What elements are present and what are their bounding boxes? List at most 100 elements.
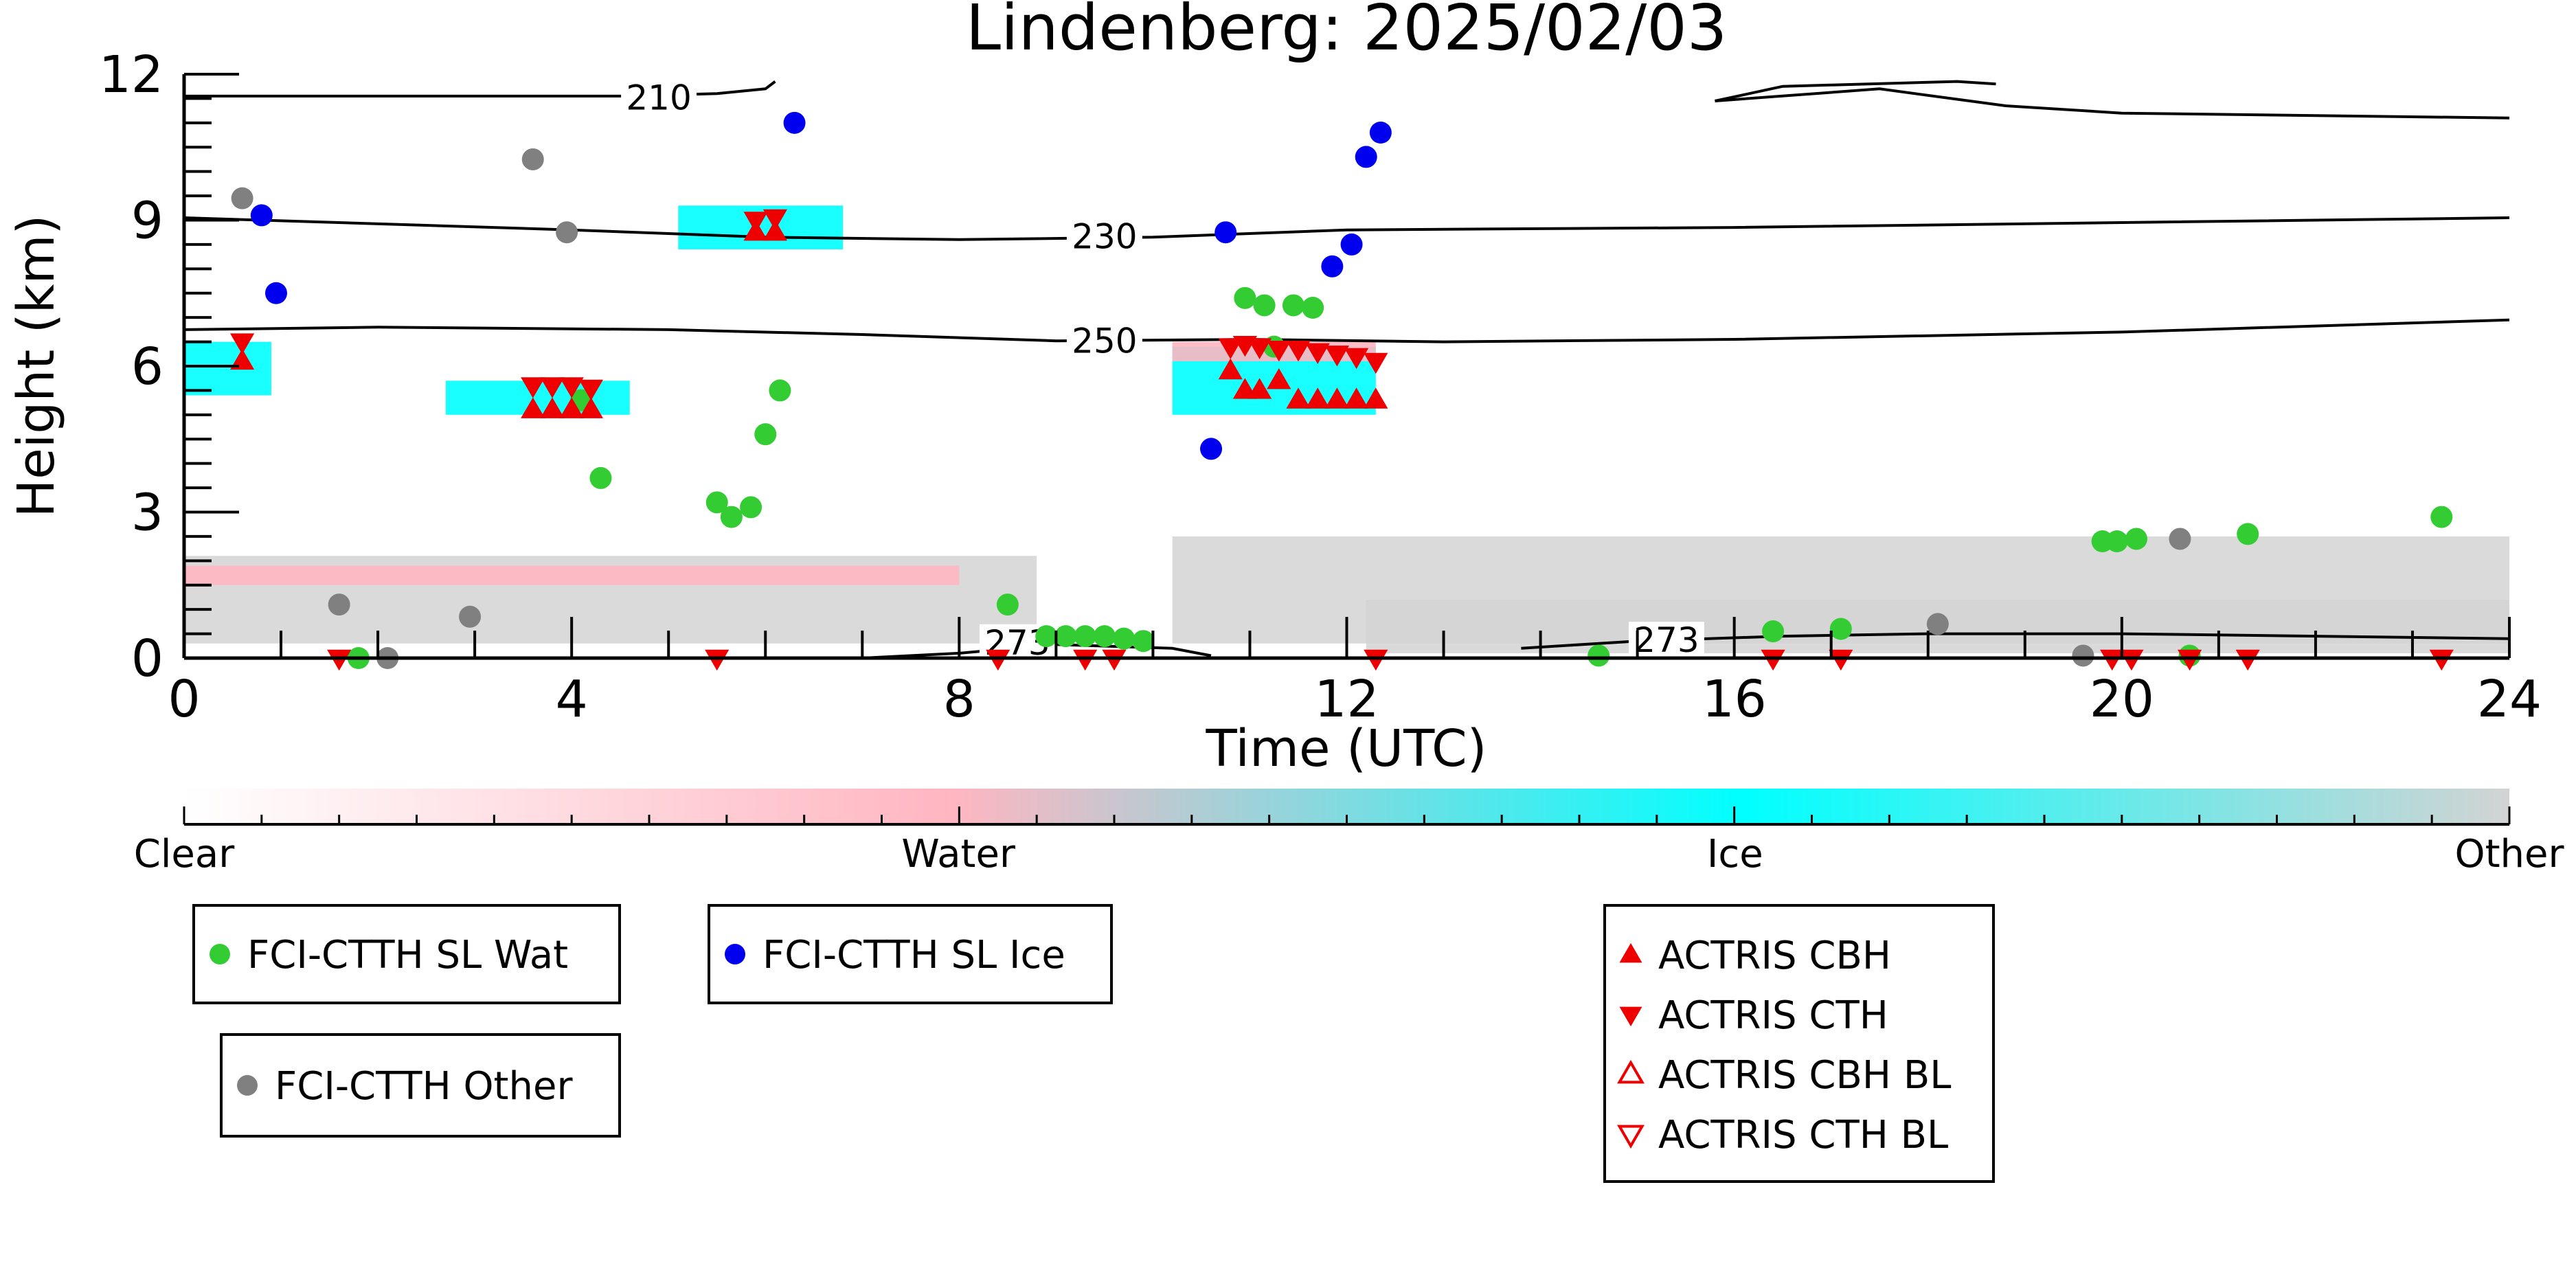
point-fci-ctth-other	[231, 187, 253, 210]
point-actris-cth	[1218, 338, 1243, 359]
point-fci-ctth-sl-wat	[1113, 627, 1136, 650]
point-fci-ctth-sl-wat	[2237, 523, 2259, 545]
point-actris-cth	[1102, 649, 1127, 671]
point-fci-ctth-other	[2072, 644, 2094, 667]
legend-marker	[725, 944, 745, 964]
x-tick-label: 20	[2090, 670, 2154, 729]
point-actris-cbh	[230, 348, 255, 370]
contour-label: 230	[1072, 216, 1137, 256]
point-fci-ctth-sl-wat	[1093, 625, 1116, 648]
x-tick-label: 8	[943, 670, 975, 729]
point-actris-cth	[1829, 649, 1853, 671]
point-actris-cth	[2100, 649, 2125, 671]
point-fci-ctth-sl-wat	[2125, 528, 2147, 550]
legend-label: ACTRIS CTH	[1658, 993, 1888, 1038]
point-fci-ctth-sl-ice	[1355, 146, 1377, 168]
point-fci-ctth-sl-ice	[1369, 122, 1392, 144]
contour-label: 273	[1634, 620, 1699, 660]
point-actris-cbh	[540, 397, 565, 418]
point-fci-ctth-sl-wat	[1035, 625, 1058, 648]
point-actris-cbh	[1247, 378, 1272, 399]
point-fci-ctth-sl-wat	[769, 379, 791, 402]
contour-line-250	[184, 318, 2509, 343]
point-actris-cbh	[559, 397, 584, 418]
point-actris-cth	[2235, 649, 2260, 671]
point-fci-ctth-sl-wat	[1054, 625, 1077, 648]
legend-box	[192, 904, 621, 1004]
point-fci-ctth-sl-wat	[996, 594, 1019, 616]
legend-label: FCI-CTTH Other	[275, 1064, 573, 1109]
cloud-patch-ice	[184, 341, 271, 396]
point-actris-cth	[743, 212, 768, 233]
colorbar-label-clear: Clear	[134, 832, 235, 877]
point-fci-ctth-sl-wat	[1762, 620, 1785, 643]
point-fci-ctth-sl-wat	[720, 506, 743, 528]
point-actris-cth	[1761, 649, 1785, 671]
x-tick-label: 12	[1314, 670, 1379, 729]
point-fci-ctth-sl-ice	[264, 282, 287, 304]
legend-box	[220, 1033, 621, 1138]
y-tick-label: 3	[131, 484, 163, 543]
point-actris-cth	[1364, 352, 1388, 374]
point-actris-cbh	[1364, 387, 1388, 409]
y-tick-label: 6	[131, 337, 163, 396]
legend-label: ACTRIS CTH BL	[1658, 1113, 1948, 1157]
point-actris-cth	[1364, 649, 1388, 671]
legend-marker	[210, 944, 230, 964]
point-fci-ctth-sl-wat	[1253, 294, 1276, 317]
point-fci-ctth-other	[556, 221, 578, 244]
point-actris-cth	[1324, 346, 1349, 367]
legend-label: FCI-CTTH SL Ice	[762, 933, 1065, 978]
x-tick-label: 24	[2477, 670, 2542, 729]
point-fci-ctth-sl-wat	[1588, 644, 1610, 667]
point-actris-cth	[559, 377, 584, 398]
point-actris-cbh	[1286, 387, 1311, 409]
point-fci-ctth-other	[521, 148, 544, 170]
point-fci-ctth-sl-wat	[1074, 625, 1096, 648]
legend-marker	[1617, 1125, 1645, 1149]
point-fci-ctth-sl-wat	[1302, 297, 1324, 319]
point-fci-ctth-other	[328, 594, 350, 616]
point-fci-ctth-sl-wat	[2105, 530, 2128, 552]
point-fci-ctth-other	[459, 605, 482, 628]
point-fci-ctth-other	[2169, 528, 2191, 550]
legend-box	[708, 904, 1113, 1004]
legend-marker	[237, 1075, 258, 1096]
point-fci-ctth-sl-ice	[783, 111, 806, 134]
colorbar-label-water: Water	[901, 832, 1016, 877]
point-actris-cbh	[1344, 387, 1369, 409]
point-actris-cth	[762, 209, 787, 231]
point-actris-cth	[2178, 649, 2202, 671]
y-tick-label: 12	[99, 45, 163, 104]
point-actris-cth	[2429, 649, 2454, 671]
contour-label-bg	[1628, 622, 1704, 657]
point-fci-ctth-sl-wat	[1132, 630, 1155, 653]
point-actris-cth	[986, 649, 1010, 671]
point-fci-ctth-sl-wat	[1829, 618, 1852, 640]
point-actris-cth	[1344, 348, 1369, 370]
point-actris-cth	[1286, 341, 1311, 362]
point-actris-cth	[1267, 341, 1291, 362]
x-axis-label: Time (UTC)	[1205, 719, 1487, 778]
y-axis-label: Height (km)	[7, 215, 66, 518]
contour-line-210	[1715, 87, 2509, 120]
point-actris-cth	[540, 377, 565, 398]
point-actris-cbh	[1305, 387, 1330, 409]
point-fci-ctth-sl-wat	[1282, 294, 1304, 317]
point-actris-cbh	[1324, 387, 1349, 409]
point-actris-cth	[705, 649, 730, 671]
legend-marker	[1619, 942, 1642, 963]
contour-label-bg	[621, 79, 697, 114]
point-fci-ctth-sl-ice	[250, 204, 273, 227]
contour-label: 250	[1072, 321, 1137, 361]
point-fci-ctth-sl-wat	[589, 466, 612, 489]
point-fci-ctth-sl-wat	[740, 496, 762, 519]
point-fci-ctth-sl-ice	[1340, 233, 1363, 256]
legend-marker	[1617, 1059, 1645, 1084]
point-actris-cth	[1073, 649, 1098, 671]
point-actris-cbh	[1267, 368, 1291, 389]
point-fci-ctth-sl-wat	[705, 491, 728, 514]
x-tick-label: 4	[556, 670, 588, 729]
point-fci-ctth-sl-wat	[1234, 286, 1256, 309]
